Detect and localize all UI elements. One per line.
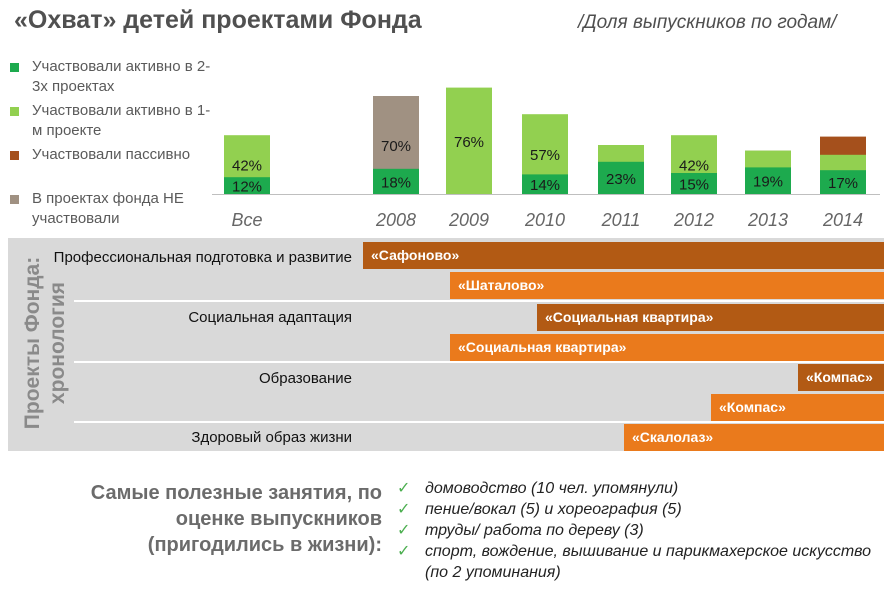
- bar-segment: [671, 173, 717, 194]
- legend-swatch: [10, 151, 19, 160]
- legend-label: Участвовали активно в 2-3х проектах: [32, 58, 211, 95]
- useful-activities-list: ✓ домоводство (10 чел. упомянули) ✓ пение/…: [397, 478, 877, 583]
- project-bar-social-apartment-orange: «Социальная квартира»: [450, 334, 884, 361]
- useful-item-text: спорт, вождение, вышивание и парикмахерс…: [425, 543, 872, 581]
- list-item: ✓ домоводство (10 чел. упомянули): [397, 478, 877, 499]
- timeline-separator: [74, 421, 884, 423]
- useful-title-line: Самые полезные занятия, по: [90, 482, 382, 504]
- checkmark-icon: ✓: [397, 522, 411, 539]
- timeline-panel: Проекты Фонда: хронология Профессиональн…: [8, 238, 884, 451]
- legend-label: Участвовали активно в 1-м проекте: [32, 102, 211, 139]
- data-label: 19%: [753, 174, 783, 191]
- bar-segment: [820, 170, 866, 194]
- data-label: 76%: [454, 134, 484, 151]
- timeline-category-label: Профессиональная подготовка и развитие: [53, 249, 352, 266]
- legend-swatch: [10, 195, 19, 204]
- legend-swatch: [10, 107, 19, 116]
- useful-activities-title: Самые полезные занятия, по оценке выпуск…: [91, 480, 382, 558]
- data-label: 18%: [381, 174, 411, 191]
- project-bar-social-apartment-dark: «Социальная квартира»: [537, 304, 884, 331]
- project-bar-kompas-dark: «Компас»: [798, 364, 884, 391]
- legend-label: В проектах фонда НЕ участвовали: [32, 190, 184, 227]
- list-item: ✓ спорт, вождение, вышивание и парикмахер…: [397, 541, 877, 583]
- data-label: 70%: [381, 138, 411, 155]
- timeline-separator: [74, 361, 884, 363]
- list-item: ✓ пение/вокал (5) и хореография (5): [397, 499, 877, 520]
- useful-title-line: (пригодились в жизни):: [147, 534, 382, 556]
- timeline-category-label: Здоровый образ жизни: [191, 429, 352, 446]
- bar-segment: [373, 168, 419, 194]
- checkmark-icon: ✓: [397, 501, 411, 518]
- data-label: 42%: [232, 158, 262, 175]
- legend-label: Участвовали пассивно: [32, 146, 191, 163]
- data-label: 12%: [232, 179, 262, 196]
- x-tick-label: Все: [231, 210, 262, 230]
- legend-swatch: [10, 63, 19, 72]
- project-bar-skalolaz: «Скалолаз»: [624, 424, 884, 451]
- bar-segment: [598, 161, 644, 194]
- x-tick-label: 2008: [375, 210, 416, 230]
- project-bar-kompas-orange: «Компас»: [711, 394, 884, 421]
- project-bar-shatalovo: «Шаталово»: [450, 272, 884, 299]
- data-label: 14%: [530, 177, 560, 194]
- timeline-vertical-title-line2: хронология: [46, 281, 69, 405]
- useful-item-text: домоводство (10 чел. упомянули): [425, 480, 679, 497]
- checkmark-icon: ✓: [397, 480, 411, 497]
- page-title: «Охват» детей проектами Фонда: [14, 6, 422, 34]
- useful-title-line: оценке выпускников: [175, 508, 382, 530]
- data-label: 23%: [606, 171, 636, 188]
- x-tick-label: 2010: [524, 210, 565, 230]
- data-label: 15%: [679, 177, 709, 194]
- x-tick-label: 2011: [601, 210, 641, 230]
- project-bar-safonovo: «Сафоново»: [363, 242, 884, 269]
- list-item: ✓ труды/ работа по дереву (3): [397, 520, 877, 541]
- useful-item-text: пение/вокал (5) и хореография (5): [425, 501, 682, 518]
- bar-segment: [224, 177, 270, 194]
- x-tick-label: 2014: [822, 210, 863, 230]
- data-label: 57%: [530, 147, 560, 164]
- timeline-separator: [74, 300, 884, 302]
- x-tick-label: 2012: [673, 210, 714, 230]
- timeline-vertical-title-line1: Проекты Фонда:: [21, 256, 44, 430]
- bar-segment: [446, 87, 492, 194]
- useful-item-text: труды/ работа по дереву (3): [425, 522, 644, 539]
- x-tick-label: 2013: [747, 210, 788, 230]
- data-label: 42%: [679, 158, 709, 175]
- timeline-category-label: Социальная адаптация: [188, 309, 352, 326]
- bar-segment: [745, 167, 791, 194]
- bar-segment: [522, 174, 568, 194]
- stacked-bar-chart: 27%19%42%12%Все70%12%18%200813%11%76%200…: [212, 87, 880, 230]
- chart-subtitle: /Доля выпускников по годам/: [578, 12, 837, 33]
- data-label: 17%: [828, 175, 858, 192]
- timeline-category-label: Образование: [259, 370, 352, 387]
- x-tick-label: 2009: [448, 210, 489, 230]
- checkmark-icon: ✓: [397, 543, 411, 560]
